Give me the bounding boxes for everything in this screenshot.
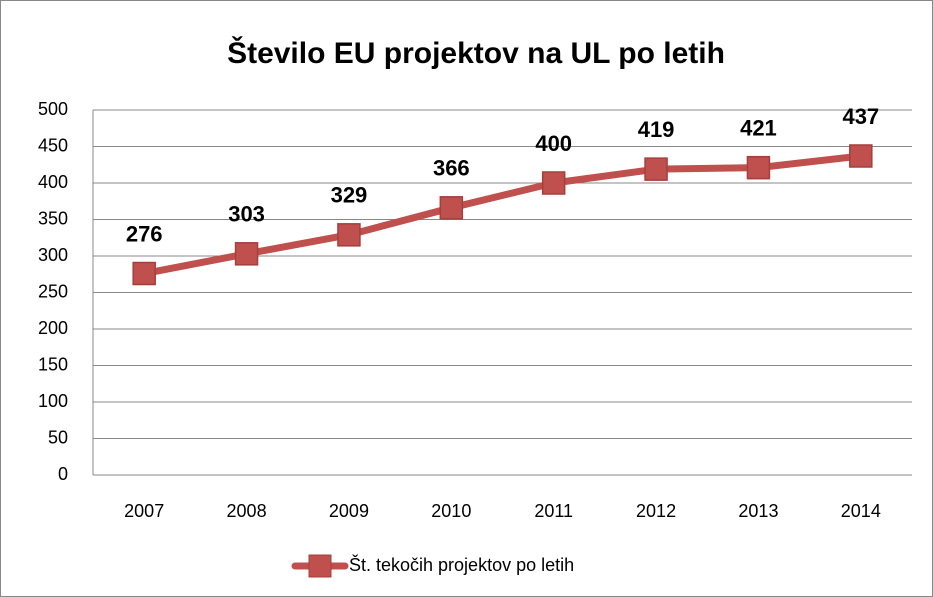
marker (849, 144, 873, 168)
legend-marker (308, 554, 332, 578)
y-tick-label: 350 (38, 208, 68, 228)
x-tick-label: 2011 (534, 501, 573, 521)
y-tick-label: 0 (58, 464, 68, 484)
data-label: 366 (433, 156, 470, 181)
x-tick-label: 2014 (841, 501, 881, 521)
y-tick-label: 50 (48, 427, 68, 447)
x-tick-label: 2008 (227, 501, 267, 521)
line (143, 152, 862, 277)
data-label: 303 (228, 202, 265, 227)
y-tick-label: 400 (38, 172, 68, 192)
data-label: 400 (535, 131, 572, 156)
marker (234, 242, 259, 266)
x-tick-label: 2010 (431, 501, 471, 521)
y-tick-label: 300 (38, 245, 68, 265)
chart-title: Število EU projektov na UL po letih (227, 36, 725, 70)
y-tick-label: 450 (38, 135, 68, 155)
marker (746, 155, 771, 180)
x-tick-label: 2007 (124, 501, 164, 521)
data-label: 437 (842, 104, 879, 129)
data-label: 419 (638, 117, 675, 142)
y-tick-label: 250 (38, 281, 68, 301)
y-tick-label: 200 (38, 318, 68, 338)
y-tick-label: 100 (38, 391, 68, 411)
marker (644, 157, 668, 181)
marker (439, 196, 464, 220)
marker (541, 171, 566, 195)
x-tick-label: 2012 (636, 501, 676, 521)
data-label: 276 (126, 221, 163, 246)
y-tick-label: 150 (38, 354, 68, 374)
data-label: 329 (331, 183, 368, 208)
x-tick-label: 2009 (329, 501, 369, 521)
marker (337, 223, 361, 247)
x-tick-label: 2013 (738, 501, 778, 521)
y-tick-label: 500 (38, 99, 68, 119)
marker (132, 261, 156, 286)
legend-label: Št. tekočih projektov po letih (349, 554, 574, 575)
data-label: 421 (740, 115, 777, 140)
